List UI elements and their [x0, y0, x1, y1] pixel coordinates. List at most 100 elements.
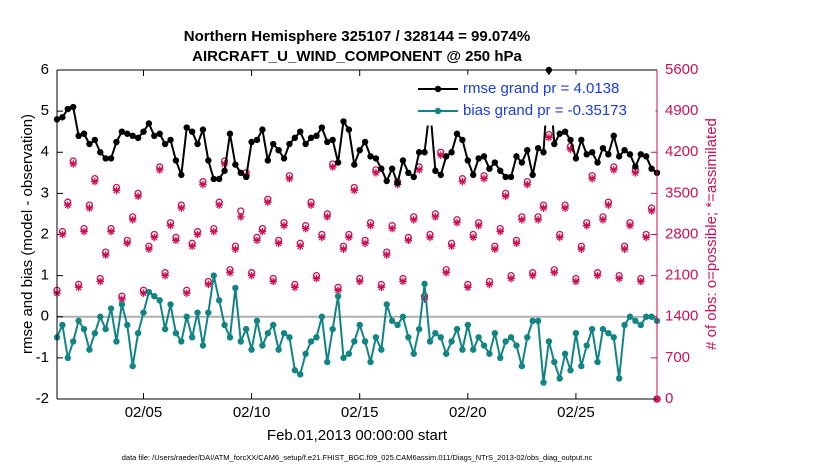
point: [497, 354, 504, 362]
point: [134, 330, 142, 337]
point-assimilated: [647, 207, 656, 215]
legend-box: [414, 74, 656, 126]
point: [259, 342, 266, 349]
point-assimilated: [431, 213, 440, 221]
point: [513, 342, 520, 349]
point: [437, 334, 444, 341]
point: [361, 138, 369, 146]
point: [561, 128, 569, 135]
point-assimilated: [74, 283, 83, 292]
point: [637, 321, 644, 329]
point: [448, 338, 455, 345]
point: [529, 171, 536, 179]
point: [302, 350, 309, 357]
point: [534, 144, 542, 152]
point-assimilated: [307, 201, 315, 209]
point-assimilated: [399, 277, 407, 286]
point-assimilated: [182, 289, 191, 298]
point-assimilated: [285, 174, 294, 183]
point: [567, 367, 574, 374]
point: [340, 354, 347, 362]
point-assimilated: [485, 280, 494, 289]
point: [307, 338, 315, 345]
point: [459, 136, 466, 144]
point: [642, 153, 650, 160]
point: [302, 140, 309, 148]
point-assimilated: [107, 227, 115, 236]
point: [561, 350, 569, 357]
point: [102, 325, 109, 333]
point-assimilated: [372, 169, 380, 177]
point: [524, 146, 531, 154]
point: [113, 338, 120, 345]
point: [540, 379, 547, 386]
point: [86, 140, 93, 148]
point: [464, 157, 472, 164]
point: [594, 159, 601, 166]
point: [642, 313, 650, 320]
y-tick-label: -1: [36, 349, 49, 366]
point-assimilated: [496, 227, 505, 236]
point: [588, 325, 596, 333]
point: [210, 272, 217, 279]
point: [356, 146, 363, 154]
point-assimilated: [64, 201, 72, 209]
point: [291, 134, 299, 142]
point: [491, 330, 499, 337]
point-assimilated: [274, 239, 283, 248]
point: [286, 334, 293, 341]
point: [194, 140, 201, 148]
point: [145, 120, 153, 127]
point: [572, 330, 580, 337]
y2-tick-label: 4900: [665, 102, 698, 119]
y-axis-label: rmse and bias (model - observation): [19, 114, 36, 354]
point-assimilated: [253, 236, 261, 245]
point: [215, 175, 223, 183]
point: [507, 173, 515, 181]
x-tick-label: 02/15: [341, 404, 379, 421]
point: [632, 317, 639, 325]
point: [518, 362, 526, 370]
point-assimilated: [642, 233, 650, 242]
point-assimilated: [112, 186, 121, 195]
point-assimilated: [453, 218, 461, 227]
point: [199, 126, 207, 133]
point: [70, 338, 77, 345]
point: [242, 325, 250, 333]
point-assimilated: [518, 216, 526, 224]
point-assimilated: [366, 221, 375, 230]
point-assimilated: [269, 277, 278, 286]
point: [351, 161, 358, 168]
point: [318, 124, 326, 131]
point-assimilated: [404, 236, 413, 245]
point: [226, 334, 234, 341]
legend-marker: [434, 85, 442, 93]
point-assimilated: [85, 204, 94, 212]
point: [221, 167, 228, 174]
point: [551, 358, 558, 366]
footnote: data file: /Users/raeder/DAI/ATM_forcXX/…: [122, 453, 593, 462]
point-assimilated: [474, 221, 483, 230]
point-assimilated: [161, 271, 169, 280]
point: [80, 325, 88, 333]
point-assimilated: [101, 251, 110, 259]
point-assimilated: [631, 169, 640, 177]
point: [188, 128, 196, 135]
point: [518, 159, 526, 166]
point: [578, 362, 585, 370]
point-assimilated: [150, 233, 159, 242]
point-assimilated: [128, 216, 137, 224]
point: [75, 317, 82, 325]
point-assimilated: [523, 180, 532, 189]
x-axis-label: Feb.01,2013 00:00:00 start: [267, 427, 448, 444]
point: [556, 130, 563, 137]
point-assimilated: [534, 216, 542, 224]
point: [199, 342, 207, 349]
point: [107, 155, 115, 162]
point: [124, 321, 131, 329]
x-tick-label: 02/20: [449, 404, 487, 421]
point-assimilated: [539, 204, 548, 212]
point: [480, 153, 488, 160]
y2-tick-label: 5600: [665, 61, 698, 78]
point-assimilated: [377, 283, 386, 292]
